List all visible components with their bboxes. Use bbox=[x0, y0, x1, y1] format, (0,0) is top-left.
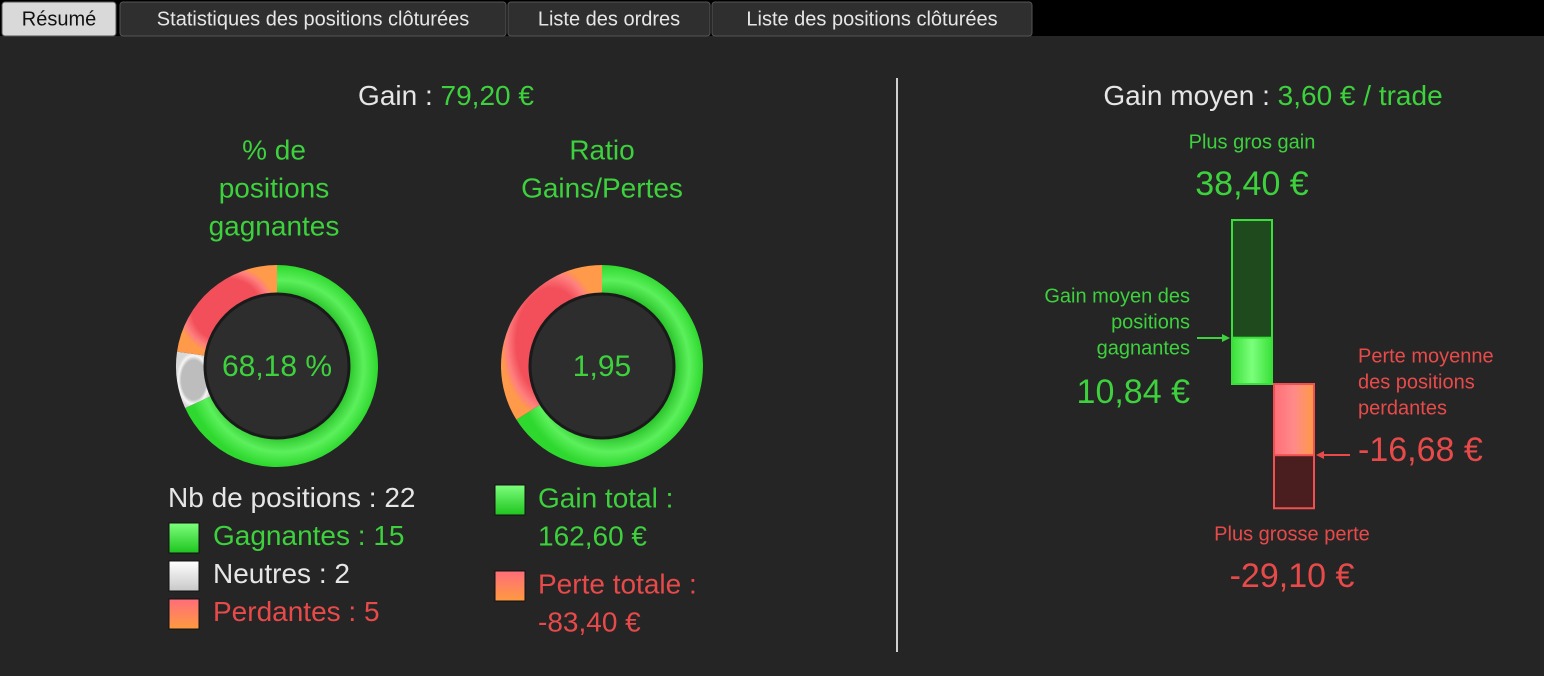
legend-swatch bbox=[494, 570, 526, 602]
gain-label: Gain : bbox=[358, 80, 433, 111]
donut-segment bbox=[175, 351, 212, 408]
legend-value: 5 bbox=[364, 596, 380, 627]
max-loss-label: Plus grosse perte bbox=[1214, 523, 1370, 545]
legend-label: Gagnantes : bbox=[213, 520, 366, 551]
legend-value: 162,60 € bbox=[538, 520, 647, 551]
donut-hole bbox=[528, 292, 676, 440]
max-loss-value: -29,10 € bbox=[1230, 557, 1355, 595]
donut-segment bbox=[516, 265, 703, 467]
legend-value: 2 bbox=[334, 558, 350, 589]
label-line: Perte moyenne bbox=[1358, 345, 1494, 367]
arrow-head bbox=[1222, 334, 1230, 342]
tab[interactable] bbox=[119, 1, 507, 37]
donut-segment bbox=[177, 265, 277, 356]
donut-segment bbox=[501, 265, 602, 420]
legend-swatch bbox=[168, 598, 200, 630]
average-gain: Gain moyen : 3,60 € / trade bbox=[1103, 80, 1442, 111]
label-line: Gains/Pertes bbox=[521, 172, 683, 203]
label-line: Ratio bbox=[569, 134, 634, 165]
legend-label: Perdantes : bbox=[213, 596, 356, 627]
legend-value: 15 bbox=[373, 520, 404, 551]
tab-label[interactable]: Liste des positions clôturées bbox=[746, 8, 997, 30]
tab[interactable] bbox=[507, 1, 711, 37]
label-line: des positions bbox=[1358, 371, 1475, 393]
label-line: positions bbox=[1111, 311, 1190, 333]
legend-swatch bbox=[494, 484, 526, 516]
max-gain-value: 38,40 € bbox=[1195, 165, 1309, 203]
legend-value: -83,40 € bbox=[538, 606, 641, 637]
legend-item: Gagnantes : 15 bbox=[213, 520, 405, 551]
avg-loss-value: -16,68 € bbox=[1358, 431, 1483, 469]
label-line: % de bbox=[242, 134, 306, 165]
legend-item: Perdantes : 5 bbox=[213, 596, 380, 627]
tab-label[interactable]: Liste des ordres bbox=[538, 8, 680, 30]
donut-center: 68,18 % bbox=[222, 350, 332, 383]
label-line: Gain moyen des bbox=[1044, 285, 1190, 307]
label-line: positions bbox=[219, 172, 330, 203]
average-value: 3,60 € / trade bbox=[1278, 80, 1443, 111]
gain-total: Gain : 79,20 € bbox=[358, 80, 534, 111]
label-line: gagnantes bbox=[209, 210, 340, 241]
legend-item: Neutres : 2 bbox=[213, 558, 350, 589]
total-value: 22 bbox=[384, 482, 415, 513]
max-gain-label: Plus gros gain bbox=[1189, 131, 1316, 153]
tab-label[interactable]: Statistiques des positions clôturées bbox=[157, 8, 469, 30]
avg-win-value: 10,84 € bbox=[1077, 373, 1191, 411]
gain-value: 79,20 € bbox=[441, 80, 535, 111]
donut-center: 1,95 bbox=[573, 350, 631, 383]
legend-label: Perte totale : bbox=[538, 568, 697, 599]
range-bar bbox=[1273, 383, 1315, 457]
label-line: gagnantes bbox=[1097, 337, 1190, 359]
label-line: perdantes bbox=[1358, 397, 1447, 419]
range-bar bbox=[1231, 336, 1273, 385]
tab[interactable] bbox=[1, 1, 117, 37]
arrow-head bbox=[1316, 451, 1324, 459]
tab-label[interactable]: Résumé bbox=[22, 8, 96, 30]
average-label: Gain moyen : bbox=[1103, 80, 1270, 111]
legend-swatch bbox=[168, 522, 200, 554]
legend-label: Neutres : bbox=[213, 558, 327, 589]
donut-hole bbox=[203, 292, 351, 440]
legend-swatch bbox=[168, 560, 200, 592]
positions-total: Nb de positions : 22 bbox=[168, 482, 416, 513]
total-label: Nb de positions : bbox=[168, 482, 377, 513]
tab[interactable] bbox=[711, 1, 1033, 37]
legend-label: Gain total : bbox=[538, 482, 673, 513]
